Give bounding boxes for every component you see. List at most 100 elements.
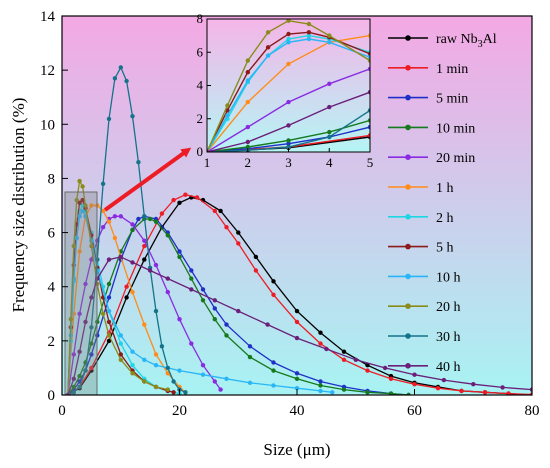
data-point bbox=[77, 349, 82, 354]
inset-data-point bbox=[286, 123, 291, 128]
data-point bbox=[200, 372, 206, 377]
data-point bbox=[189, 341, 194, 346]
data-point bbox=[177, 368, 182, 373]
data-point bbox=[89, 341, 94, 346]
inset-x-tick-label: 3 bbox=[285, 155, 292, 170]
data-point bbox=[341, 349, 347, 354]
zoom-arrow bbox=[103, 147, 192, 212]
inset-data-point bbox=[286, 99, 291, 105]
data-point bbox=[365, 363, 370, 368]
data-point bbox=[89, 365, 94, 371]
data-point bbox=[212, 317, 217, 322]
data-point bbox=[177, 317, 182, 322]
inset-data-point bbox=[225, 103, 230, 108]
data-point bbox=[118, 214, 124, 219]
data-point bbox=[412, 382, 417, 387]
data-point bbox=[142, 214, 147, 219]
data-point bbox=[142, 238, 147, 243]
data-point bbox=[271, 360, 276, 365]
data-point bbox=[294, 335, 300, 341]
inset-data-point bbox=[286, 138, 291, 143]
data-point bbox=[83, 281, 88, 287]
data-point bbox=[106, 333, 112, 338]
y-axis-title: Frequency size distribution (%) bbox=[9, 98, 28, 313]
series-line-5 bbox=[67, 204, 186, 395]
series-line-11 bbox=[67, 256, 532, 395]
data-point bbox=[330, 390, 335, 395]
data-point bbox=[112, 214, 118, 219]
data-point bbox=[80, 184, 85, 189]
data-point bbox=[294, 371, 300, 376]
data-point bbox=[189, 268, 194, 273]
data-point bbox=[106, 319, 112, 325]
data-point bbox=[147, 216, 153, 222]
inset-data-point bbox=[327, 81, 332, 87]
data-point bbox=[74, 235, 79, 241]
inset-data-point bbox=[327, 40, 332, 45]
legend-label: raw Nb3Al bbox=[436, 32, 497, 50]
data-point bbox=[130, 227, 135, 233]
data-point bbox=[294, 386, 300, 391]
inset-y-tick-label: 8 bbox=[197, 11, 204, 26]
legend-label: 5 min bbox=[436, 92, 468, 107]
inset-series-line-5 bbox=[207, 34, 370, 152]
data-point bbox=[118, 352, 124, 357]
legend-label: 40 h bbox=[436, 360, 461, 375]
data-point bbox=[118, 333, 124, 338]
y-tick-label: 12 bbox=[40, 63, 55, 79]
data-point bbox=[459, 388, 464, 394]
inset-data-point bbox=[306, 21, 312, 27]
data-point bbox=[77, 200, 82, 205]
data-point bbox=[353, 357, 358, 362]
inset-data-point bbox=[367, 58, 370, 63]
data-point bbox=[68, 317, 74, 322]
data-point bbox=[159, 344, 165, 349]
data-point bbox=[71, 384, 77, 390]
data-point bbox=[106, 338, 112, 344]
inset-x-tick-label: 5 bbox=[367, 155, 374, 170]
inset-y-tick-label: 0 bbox=[197, 144, 204, 159]
legend-swatch-marker bbox=[405, 303, 411, 310]
legend-swatch-marker bbox=[405, 363, 411, 369]
data-point bbox=[194, 195, 200, 200]
inset-data-point bbox=[245, 139, 250, 145]
inset-data-point bbox=[306, 33, 312, 38]
inset-data-point bbox=[265, 45, 271, 50]
data-point bbox=[71, 376, 77, 381]
inset-data-point bbox=[245, 144, 250, 150]
inset-series-line-2 bbox=[207, 126, 370, 152]
inset-axes: 1 2 3 4 5 0 2 4 6 8 bbox=[197, 11, 374, 170]
data-point bbox=[136, 216, 141, 222]
data-point bbox=[165, 387, 170, 392]
data-point bbox=[365, 368, 370, 373]
data-point bbox=[171, 390, 176, 395]
data-point bbox=[271, 279, 276, 284]
inset-data-point bbox=[286, 19, 291, 23]
inset-data-point bbox=[245, 78, 250, 83]
x-tick-label: 0 bbox=[58, 403, 66, 419]
data-point bbox=[177, 200, 182, 205]
data-point bbox=[142, 357, 147, 362]
data-point bbox=[165, 289, 170, 295]
data-point bbox=[71, 352, 77, 357]
data-point bbox=[100, 225, 106, 230]
data-point bbox=[165, 233, 170, 238]
data-point bbox=[89, 325, 94, 330]
inset-series-line-10 bbox=[207, 109, 370, 152]
data-point bbox=[83, 203, 88, 208]
data-point bbox=[130, 260, 135, 265]
legend-swatch-marker bbox=[405, 124, 411, 131]
data-point bbox=[247, 354, 253, 360]
data-point bbox=[153, 352, 159, 357]
data-point bbox=[247, 380, 253, 385]
data-point bbox=[318, 383, 323, 388]
legend-swatch-marker bbox=[405, 273, 411, 280]
data-point bbox=[271, 383, 276, 388]
legend-swatch-marker bbox=[405, 214, 411, 220]
data-point bbox=[441, 377, 447, 383]
inset-y-tick-label: 4 bbox=[197, 78, 204, 93]
legend-swatch-marker bbox=[405, 35, 411, 41]
inset-y-tick-label: 2 bbox=[197, 111, 204, 126]
data-point bbox=[212, 298, 217, 303]
series-line-1 bbox=[67, 194, 532, 395]
